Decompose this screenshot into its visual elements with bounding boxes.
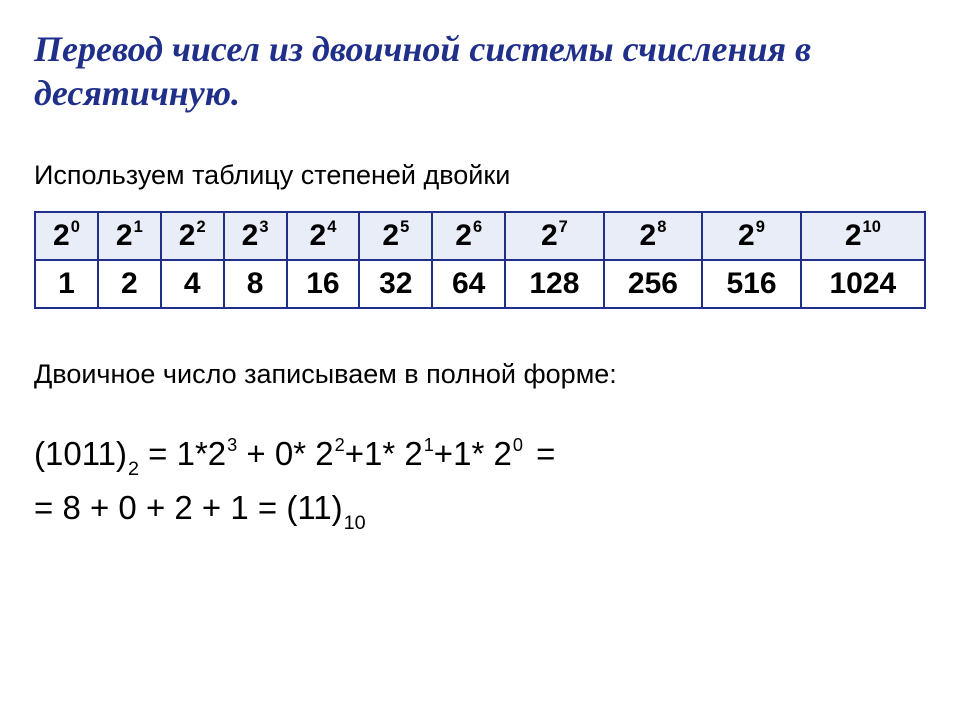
table-header-cell: 28 — [604, 212, 703, 260]
slide: Перевод чисел из двоичной системы счисле… — [0, 0, 960, 720]
table-cell: 2 — [98, 260, 161, 308]
table-header-cell: 25 — [359, 212, 432, 260]
table-header-cell: 210 — [801, 212, 925, 260]
table-header-cell: 24 — [287, 212, 360, 260]
equation-expansion: (1011)2 = 1*23 + 0* 22+1* 21+1* 20 = — [34, 428, 926, 482]
subtitle-1: Используем таблицу степеней двойки — [34, 158, 926, 193]
page-title: Перевод чисел из двоичной системы счисле… — [34, 28, 926, 116]
table-header-cell: 29 — [702, 212, 801, 260]
table-cell: 1 — [35, 260, 98, 308]
table-header-cell: 22 — [161, 212, 224, 260]
table-cell: 1024 — [801, 260, 925, 308]
table-cell: 8 — [224, 260, 287, 308]
table-value-row: 1 2 4 8 16 32 64 128 256 516 1024 — [35, 260, 925, 308]
equation-sum: = 8 + 0 + 2 + 1 = (11)10 — [34, 482, 926, 536]
table-cell: 16 — [287, 260, 360, 308]
table-header-cell: 26 — [432, 212, 505, 260]
table-cell: 128 — [505, 260, 604, 308]
table-cell: 32 — [359, 260, 432, 308]
table-header-cell: 20 — [35, 212, 98, 260]
table-cell: 64 — [432, 260, 505, 308]
table-header-cell: 23 — [224, 212, 287, 260]
table-header-row: 20 21 22 23 24 25 26 27 28 29 210 — [35, 212, 925, 260]
powers-of-two-table: 20 21 22 23 24 25 26 27 28 29 210 1 2 4 … — [34, 211, 926, 309]
table-header-cell: 21 — [98, 212, 161, 260]
table-cell: 4 — [161, 260, 224, 308]
table-cell: 516 — [702, 260, 801, 308]
subtitle-2: Двоичное число записываем в полной форме… — [34, 357, 926, 392]
table-cell: 256 — [604, 260, 703, 308]
table-header-cell: 27 — [505, 212, 604, 260]
